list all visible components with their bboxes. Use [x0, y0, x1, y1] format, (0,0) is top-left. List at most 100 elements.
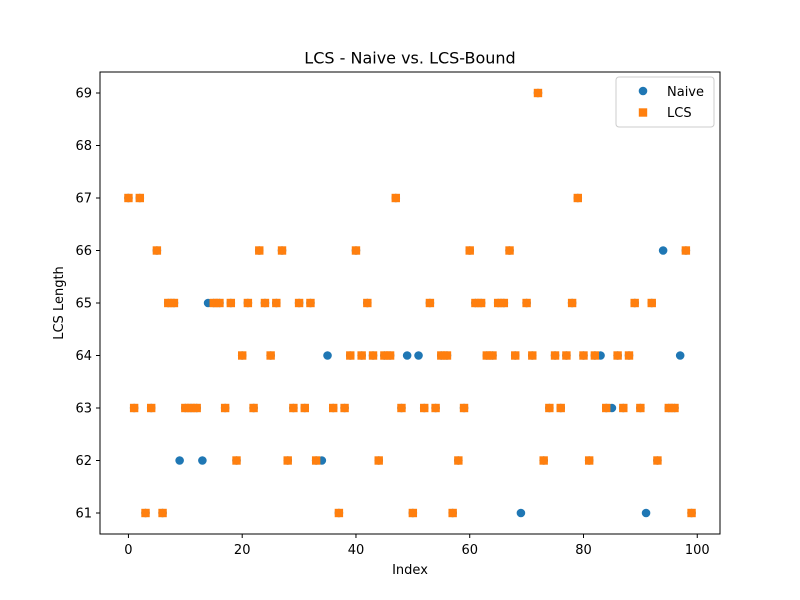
naive-point [516, 508, 526, 518]
lcs-point [380, 351, 389, 360]
lcs-point [420, 403, 429, 413]
y-axis-ticks: 61 62 63 64 65 66 67 68 69 [75, 87, 100, 522]
lcs-point [164, 298, 173, 308]
y-tick-label: 67 [75, 192, 92, 207]
naive-point [198, 456, 207, 465]
lcs-point [124, 193, 133, 203]
chart-title: LCS - Naive vs. LCS-Bound [304, 49, 515, 68]
y-tick-label: 61 [75, 507, 92, 522]
lcs-point [431, 403, 440, 413]
naive-point [658, 246, 668, 255]
lcs-point [226, 298, 236, 308]
lcs-point [220, 403, 230, 413]
lcs-point [488, 351, 497, 360]
lcs-point [266, 351, 275, 360]
lcs-point [169, 298, 179, 308]
naive-point [414, 351, 423, 360]
naive-point [175, 456, 184, 465]
lcs-point [681, 246, 691, 255]
lcs-point [311, 456, 321, 465]
y-axis-label: LCS Length [52, 266, 67, 340]
x-tick-label: 20 [234, 543, 251, 558]
lcs-point [664, 403, 674, 413]
lcs-point [391, 193, 400, 203]
lcs-point [340, 403, 349, 413]
naive-point [323, 351, 332, 360]
lcs-point [550, 351, 560, 360]
x-axis-label: Index [392, 563, 428, 578]
lcs-point [283, 456, 292, 465]
x-tick-label: 60 [461, 543, 478, 558]
lcs-point [454, 456, 463, 465]
lcs-point [232, 456, 241, 465]
lcs-point [255, 246, 264, 255]
legend: Naive LCS [615, 76, 715, 128]
lcs-point [300, 403, 309, 413]
x-tick-label: 80 [575, 543, 592, 558]
lcs-point [630, 298, 639, 308]
lcs-point [602, 403, 611, 413]
lcs-point [590, 351, 600, 360]
lcs-point [425, 298, 435, 308]
lcs-point [437, 351, 446, 360]
lcs-point [505, 246, 514, 255]
lcs-point [687, 508, 696, 518]
lcs-point [573, 193, 582, 203]
lcs-point [567, 298, 577, 308]
lcs-point [522, 298, 531, 308]
lcs-point [277, 246, 287, 255]
lcs-point [146, 403, 156, 413]
legend-marker-naive [638, 86, 648, 96]
y-tick-label: 66 [75, 244, 92, 259]
y-tick-label: 65 [75, 297, 92, 312]
lcs-point [186, 403, 196, 413]
lcs-point [647, 298, 656, 308]
lcs-point [272, 298, 281, 308]
lcs-point [619, 403, 628, 413]
lcs-point [209, 298, 218, 308]
x-tick-label: 0 [124, 543, 132, 558]
lcs-point [459, 403, 469, 413]
lcs-point [556, 403, 565, 413]
lcs-point [613, 351, 622, 360]
y-tick-label: 68 [75, 139, 92, 154]
lcs-point [442, 351, 452, 360]
plot-marks [124, 88, 696, 518]
x-axis-ticks: 0 20 40 60 80 100 [124, 534, 710, 558]
lcs-point [397, 403, 406, 413]
lcs-point [215, 298, 224, 308]
lcs-point [306, 298, 315, 308]
lcs-point [152, 246, 162, 255]
lcs-point [624, 351, 634, 360]
lcs-point [499, 298, 509, 308]
lcs-point [192, 403, 201, 413]
lcs-point [135, 193, 145, 203]
lcs-point [368, 351, 378, 360]
lcs-point [385, 351, 395, 360]
y-tick-label: 64 [75, 349, 92, 364]
lcs-point [465, 246, 474, 255]
y-tick-label: 62 [75, 454, 92, 469]
lcs-point [670, 403, 679, 413]
lcs-point [363, 298, 372, 308]
lcs-point [181, 403, 190, 413]
lcs-point [129, 403, 139, 413]
legend-label-naive: Naive [667, 85, 704, 100]
lcs-point [471, 298, 480, 308]
y-tick-label: 69 [75, 87, 92, 102]
lcs-point [476, 298, 486, 308]
lcs-point [579, 351, 588, 360]
naive-point [675, 351, 685, 360]
lcs-point [243, 298, 253, 308]
lcs-point [493, 298, 503, 308]
lcs-point [408, 508, 418, 518]
lcs-point [158, 508, 167, 518]
lcs-point [249, 403, 258, 413]
lcs-point [653, 456, 662, 465]
x-tick-label: 100 [685, 543, 710, 558]
lcs-point [374, 456, 383, 465]
naive-point [402, 351, 412, 360]
lcs-point [329, 403, 338, 413]
lcs-point [545, 403, 554, 413]
